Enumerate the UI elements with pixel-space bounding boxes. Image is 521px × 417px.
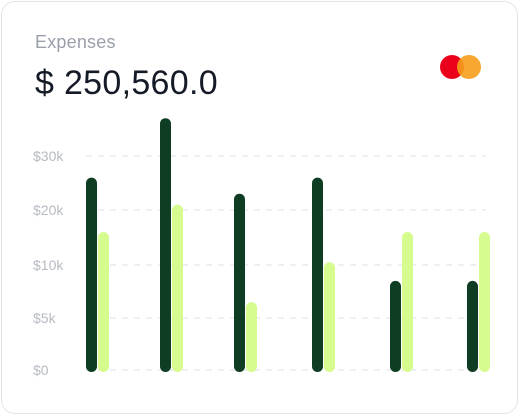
bar-secondary xyxy=(172,204,183,372)
bar-secondary xyxy=(402,232,413,372)
bar-secondary xyxy=(246,302,257,372)
bar-primary xyxy=(467,280,478,372)
bar-secondary xyxy=(324,262,335,372)
expenses-amount: $ 250,560.0 xyxy=(35,64,218,102)
bar-secondary xyxy=(98,232,109,372)
bar-primary xyxy=(312,177,323,372)
bar-primary xyxy=(390,280,401,372)
y-tick-label: $0 xyxy=(33,362,49,378)
y-tick-label: $30k xyxy=(33,148,64,164)
bar-primary xyxy=(234,193,245,372)
mastercard-icon xyxy=(440,55,481,79)
y-tick-label: $10k xyxy=(33,257,64,273)
bar-primary xyxy=(86,177,97,372)
card-title: Expenses xyxy=(35,32,116,52)
bar-secondary xyxy=(479,232,490,372)
bar-primary xyxy=(160,118,171,372)
y-tick-label: $5k xyxy=(33,310,57,326)
y-tick-label: $20k xyxy=(33,202,64,218)
